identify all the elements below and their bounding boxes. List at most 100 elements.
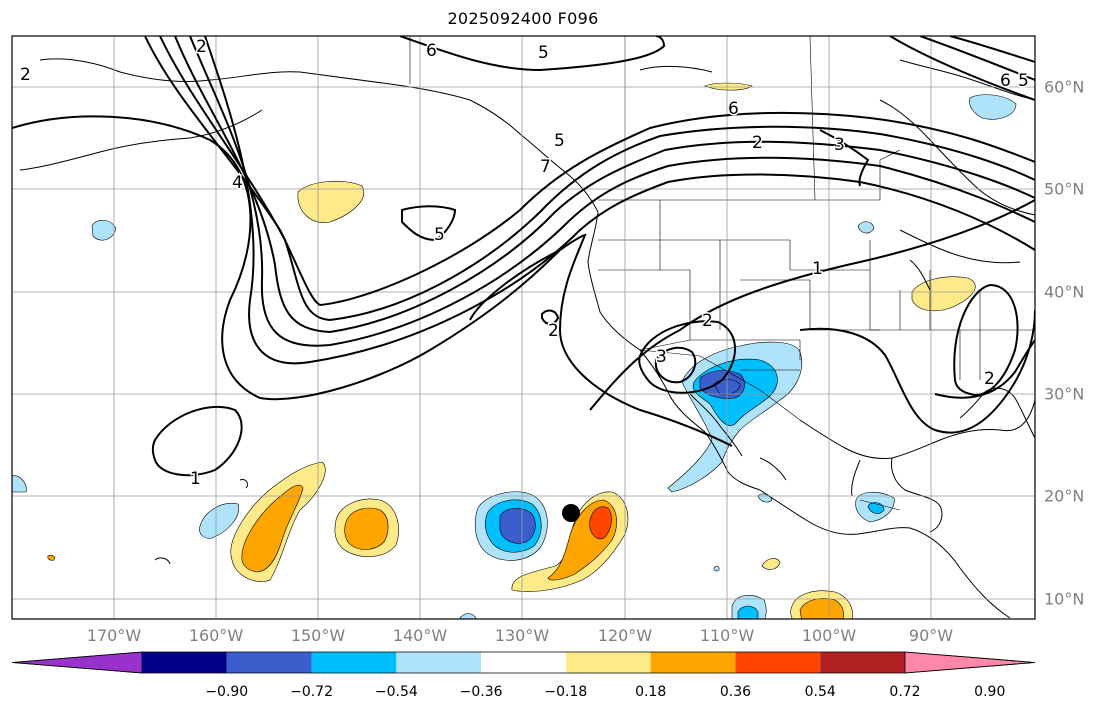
coastline [39, 58, 599, 213]
contour-line [953, 283, 1019, 397]
lon-label: 160°W [188, 626, 244, 645]
colorbar-segment [226, 652, 312, 673]
coastline [759, 489, 1011, 619]
colorbar-segment [735, 652, 821, 673]
contour-line [399, 36, 666, 72]
contour-line [189, 36, 1035, 347]
colorbar-tick-label: −0.54 [374, 684, 418, 700]
contour-label: 2 [984, 369, 995, 389]
lon-label: 90°W [908, 626, 954, 645]
contour-label-layer: 6 5 6 6 5 2 3 5 4 5 7 2 1 2 2 3 2 1 2 [19, 36, 1031, 491]
colorbar-segment [565, 652, 651, 673]
colorbar [11, 651, 1036, 674]
contour-line [401, 205, 457, 242]
contour-line [949, 36, 1035, 63]
contour-label: 2 [196, 37, 207, 57]
lon-label: 120°W [597, 626, 653, 645]
contour-line [889, 36, 1035, 101]
coastline [19, 109, 263, 171]
contour-label: 1 [190, 469, 201, 489]
contour-line [934, 339, 1035, 399]
coastline-layer [19, 58, 1035, 619]
anomaly-area [241, 484, 304, 573]
contour-line [174, 36, 1035, 334]
anomaly-area [47, 554, 55, 561]
contour-line [919, 36, 1035, 81]
lat-label: 20°N [1044, 486, 1085, 506]
coastline [799, 399, 1035, 459]
colorbar-tick-label: 0.54 [804, 684, 836, 700]
contour-label: 6 [1000, 71, 1011, 91]
anomaly-area [704, 82, 753, 91]
coastline [689, 393, 743, 457]
coastline [639, 65, 713, 73]
anomaly-area [969, 94, 1017, 120]
coastline [759, 457, 787, 481]
contour-line [159, 36, 1035, 322]
coastline [899, 229, 1021, 264]
contour-label: 3 [834, 135, 845, 155]
anomaly-area [737, 605, 759, 619]
contour-label: 6 [426, 41, 437, 61]
contour-label: 5 [538, 43, 549, 63]
anomaly-area [499, 507, 536, 544]
colorbar-segment [904, 651, 1036, 674]
contour-line [638, 320, 736, 394]
contour-line [819, 129, 870, 187]
contour-line [12, 115, 561, 401]
anomaly-area [344, 507, 389, 550]
anomaly-area [12, 475, 27, 493]
colorbar-tick-label: 0.18 [635, 684, 667, 700]
contour-line [589, 199, 1035, 411]
coastline [587, 211, 761, 491]
contour-label: 2 [752, 133, 763, 153]
coastline [899, 59, 1035, 101]
anomaly-area [297, 180, 365, 223]
lat-label: 30°N [1044, 384, 1085, 404]
lat-label: 60°N [1044, 77, 1085, 97]
anomaly-area [713, 565, 720, 572]
colorbar-segment [142, 652, 227, 673]
colorbar-tick-label: 0.36 [719, 684, 752, 700]
contour-label: 2 [20, 65, 31, 85]
contour-label: 5 [1018, 71, 1029, 91]
anomaly-area [199, 502, 239, 539]
colorbar-tick-label: −0.36 [459, 684, 503, 700]
contour-label: 5 [434, 225, 445, 245]
colorbar-tick-label: −0.18 [544, 684, 588, 700]
lon-label: 170°W [86, 626, 142, 645]
lat-label: 40°N [1044, 282, 1085, 302]
colorbar-segment [311, 652, 397, 673]
contour-label: 6 [728, 99, 739, 119]
lon-label: 110°W [699, 626, 755, 645]
contour-label: 2 [548, 321, 559, 341]
contour-label: 3 [656, 347, 667, 367]
colorbar-outline [11, 651, 1036, 674]
lat-label: 10°N [1044, 589, 1085, 609]
colorbar-tick-label: −0.72 [290, 684, 333, 700]
coastline [154, 557, 171, 565]
location-marker [562, 504, 580, 522]
lon-label: 100°W [801, 626, 857, 645]
lon-label: 130°W [494, 626, 550, 645]
contour-line [151, 405, 243, 477]
colorbar-segment [481, 652, 566, 673]
colorbar-tick-label: −0.90 [205, 684, 249, 700]
map-title: 2025092400 F096 [447, 9, 599, 28]
anomaly-area [91, 219, 117, 241]
lat-label: 50°N [1044, 179, 1085, 199]
coastline [879, 99, 1035, 216]
contour-label: 5 [554, 131, 565, 151]
anomaly-area [589, 506, 612, 540]
map-border [11, 35, 1036, 620]
coastline [851, 459, 861, 497]
colorbar-segment [820, 652, 905, 673]
contour-label: 2 [702, 311, 713, 331]
contour-line [654, 346, 697, 384]
coastline [239, 479, 249, 489]
colorbar-tick-label: 0.72 [889, 684, 921, 700]
colorbar-segment [396, 652, 482, 673]
contour-line [469, 233, 733, 447]
anomaly-area [799, 598, 844, 619]
